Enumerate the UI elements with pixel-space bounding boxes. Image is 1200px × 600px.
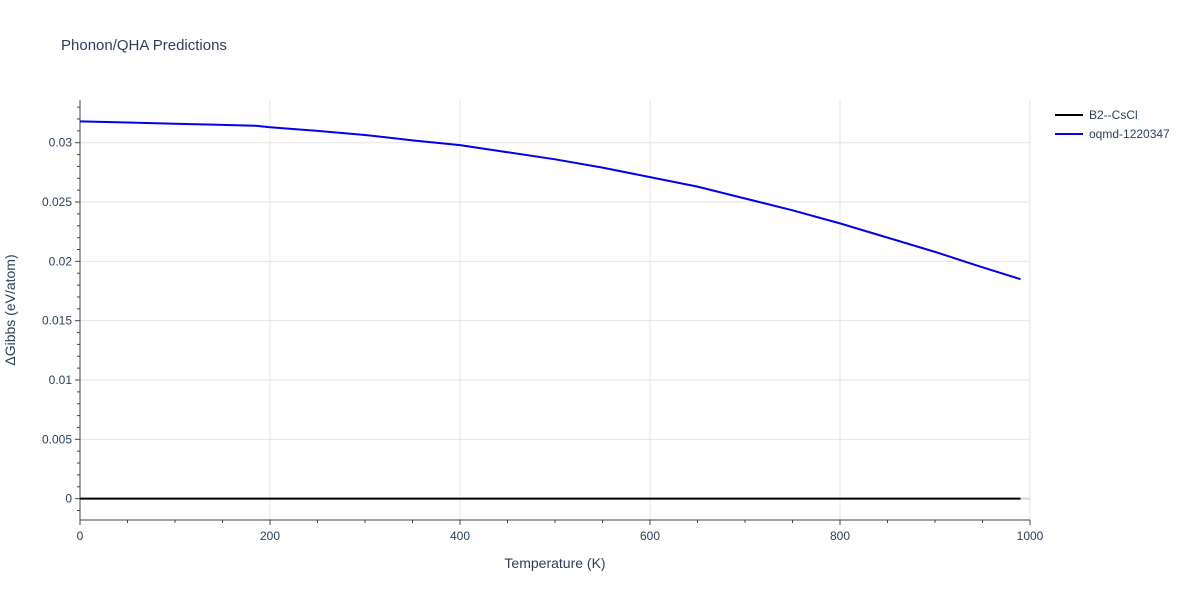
x-tick-label: 800 (830, 529, 850, 543)
y-axis-title: ΔGibbs (eV/atom) (2, 254, 18, 365)
y-tick-label: 0.01 (49, 373, 73, 387)
legend-label: B2--CsCl (1089, 108, 1138, 122)
x-tick-label: 400 (450, 529, 470, 543)
x-axis-title: Temperature (K) (504, 555, 605, 571)
legend-item[interactable]: oqmd-1220347 (1055, 127, 1170, 141)
series-lines (79, 120, 1021, 500)
tick-labels: 0 200 400 600 800 1000 0 0.005 0.01 0.015 0.02 0.02… (42, 136, 1044, 543)
series-line-oqmd-1220347 (79, 120, 1021, 281)
chart-title: Phonon/QHA Predictions (61, 37, 227, 54)
legend-label: oqmd-1220347 (1089, 127, 1170, 141)
legend-item[interactable]: B2--CsCl (1055, 108, 1138, 122)
y-tick-label: 0.015 (42, 314, 72, 328)
axes (75, 100, 1031, 525)
grid (80, 100, 1031, 520)
y-tick-label: 0.025 (42, 195, 72, 209)
x-tick-label: 600 (640, 529, 660, 543)
x-tick-label: 1000 (1017, 529, 1044, 543)
y-tick-label: 0.02 (49, 254, 73, 268)
y-tick-label: 0 (65, 492, 72, 506)
y-tick-label: 0.005 (42, 432, 72, 446)
legend[interactable]: B2--CsCl oqmd-1220347 (1055, 108, 1170, 141)
x-tick-label: 0 (77, 529, 84, 543)
y-tick-label: 0.03 (49, 136, 73, 150)
x-tick-label: 200 (260, 529, 280, 543)
